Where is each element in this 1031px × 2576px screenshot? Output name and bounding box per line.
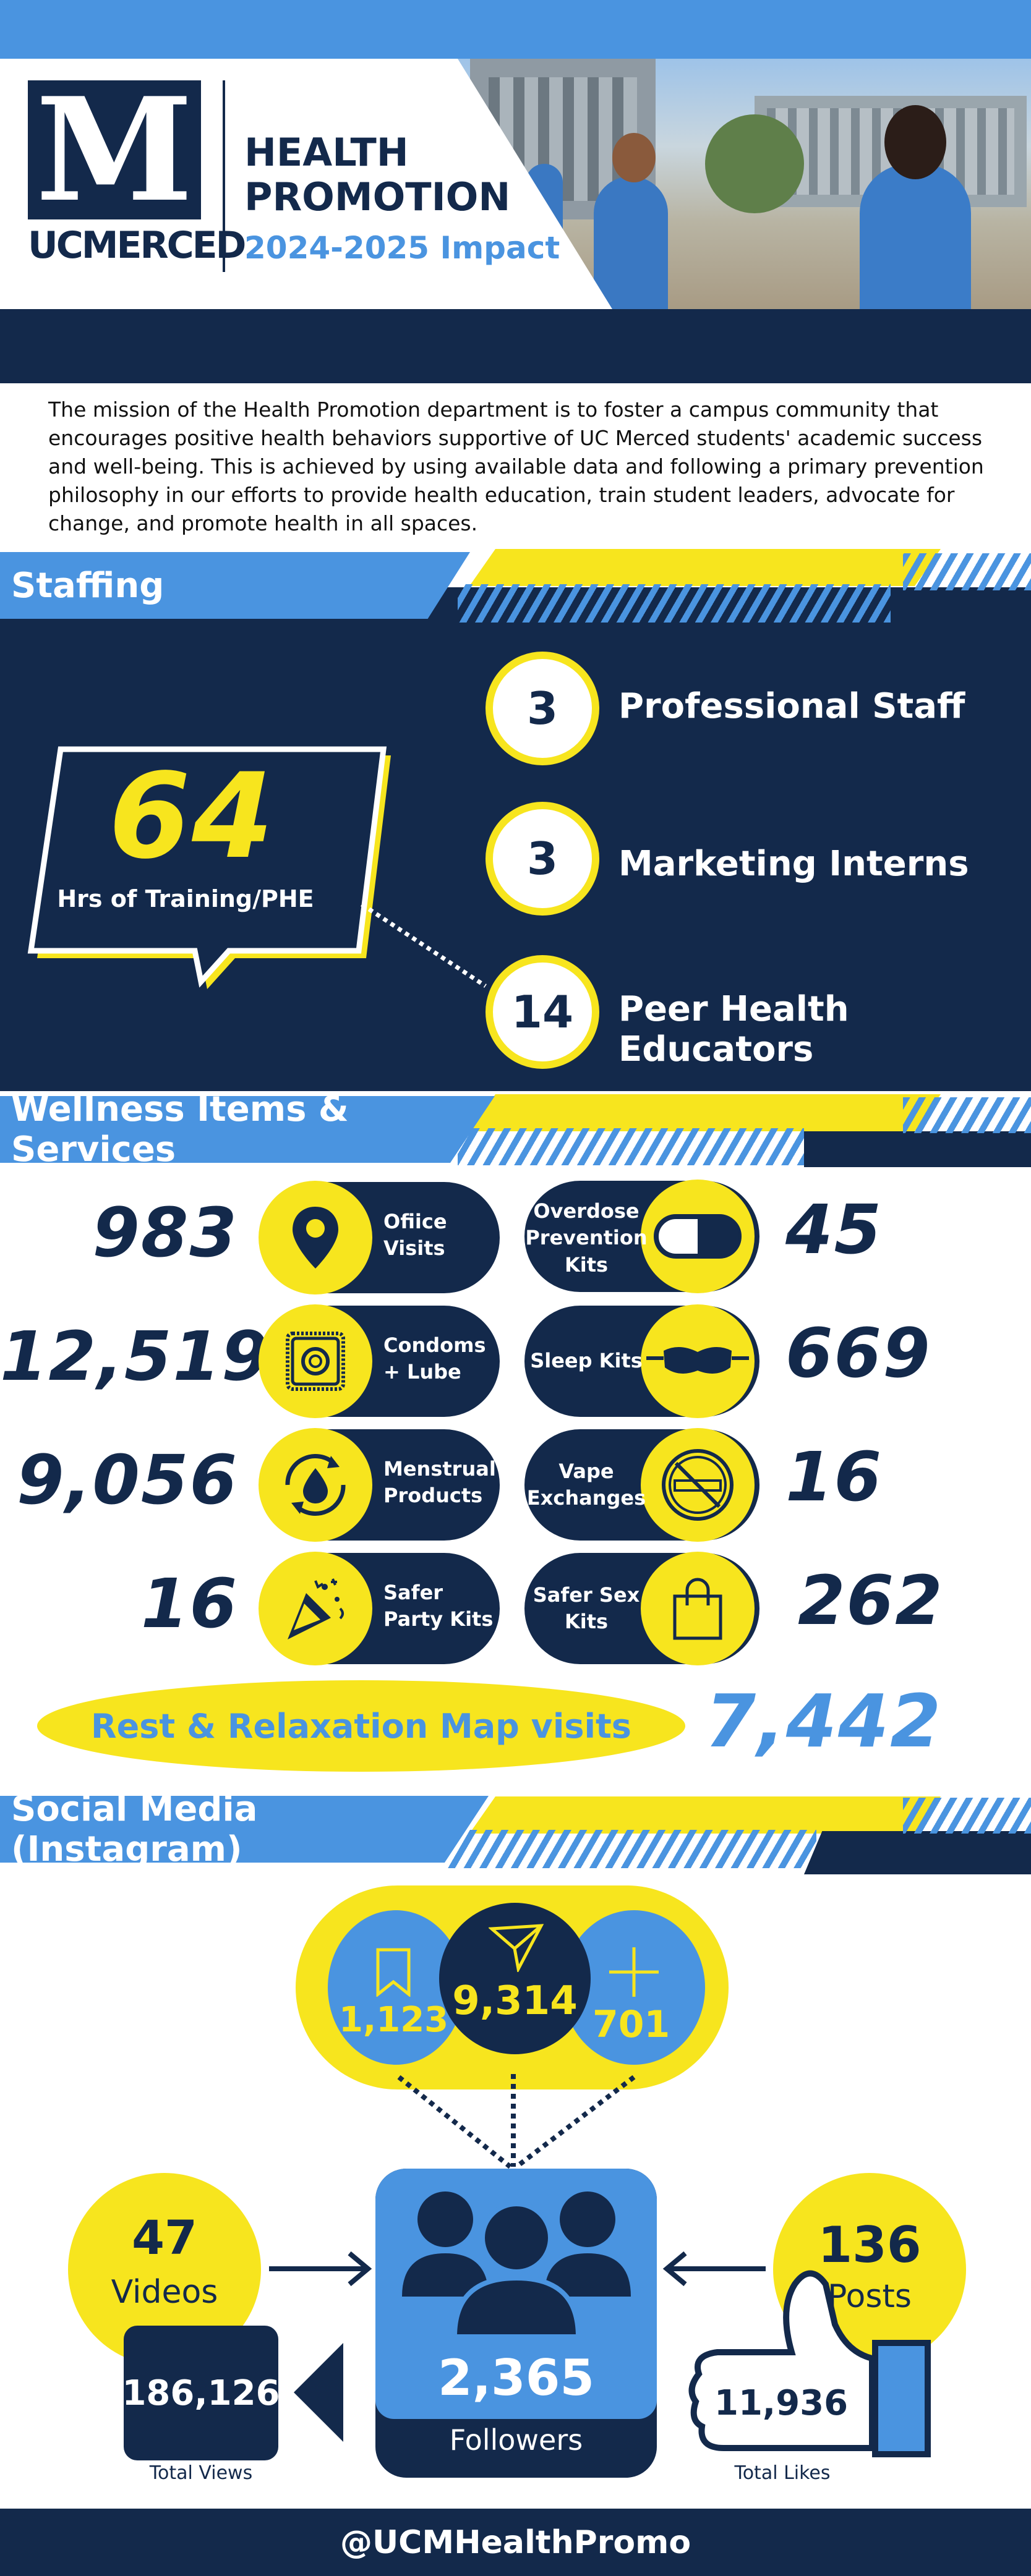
shares-count: 9,314 <box>452 1978 578 2024</box>
vape-value: 16 <box>785 1437 883 1516</box>
party-kits-label: Safer Party Kits <box>383 1581 494 1631</box>
wellness-navy-tab <box>804 1131 1031 1167</box>
social-title: Social Media (Instagram) <box>0 1796 489 1863</box>
staff-label: Professional Staff <box>618 686 965 726</box>
followers-label: Followers <box>449 2423 583 2457</box>
views-label: Total Views <box>149 2462 253 2484</box>
wellness-stripes-1 <box>458 1128 804 1165</box>
interns-count-circle: 3 <box>486 802 599 916</box>
wellness-yellow-bar <box>469 1094 941 1131</box>
social-navy-tab <box>804 1831 1031 1874</box>
likes-label: Total Likes <box>734 2462 831 2484</box>
views-count: 186,126 <box>122 2373 280 2413</box>
staffing-title: Staffing <box>0 552 470 619</box>
overdose-value: 45 <box>785 1190 883 1269</box>
logo-divider <box>223 80 225 272</box>
training-speech-box <box>27 746 391 989</box>
video-camera-icon <box>294 2343 343 2442</box>
pill-capsule-icon <box>641 1180 755 1293</box>
social-yellow-bar <box>469 1796 941 1834</box>
videos-label: Videos <box>111 2274 218 2311</box>
mission-text: The mission of the Health Promotion depa… <box>48 397 984 535</box>
footer-handle[interactable]: @UCMHealthPromo <box>340 2523 691 2561</box>
drop-icon <box>259 1428 372 1542</box>
bag-icon <box>641 1552 755 1665</box>
header-title-line2: PROMOTION <box>244 174 511 219</box>
plus-icon <box>609 1947 659 1997</box>
social-stripes-2 <box>903 1798 1031 1834</box>
posts-count: 136 <box>818 2216 922 2274</box>
condoms-label: Condoms + Lube <box>383 1333 486 1384</box>
people-icon <box>402 2191 631 2339</box>
office-visits-value: 983 <box>92 1193 238 1272</box>
training-hours: 64 <box>108 747 275 885</box>
views-box: 186,126 <box>122 2326 280 2460</box>
sleep-mask-icon <box>641 1304 755 1418</box>
map-pin-icon <box>259 1181 372 1294</box>
sleep-kits-value: 669 <box>785 1314 931 1393</box>
staffing-stripes-2 <box>903 553 1031 590</box>
arrow-left-icon <box>662 2251 766 2287</box>
no-vape-icon <box>641 1428 755 1542</box>
condom-icon <box>259 1304 372 1418</box>
followers-count: 2,365 <box>437 2349 595 2407</box>
condoms-value: 12,519 <box>0 1317 270 1396</box>
office-visits-label: Ofiice Visits <box>383 1210 447 1260</box>
phe-count-circle: 14 <box>486 955 599 1069</box>
bookmark-icon <box>376 1948 411 1997</box>
saves-count: 1,123 <box>339 2000 449 2040</box>
menstrual-label: Menstrual Products <box>383 1457 496 1508</box>
footer-bar: @UCMHealthPromo <box>0 2509 1031 2576</box>
training-connector <box>361 903 487 988</box>
header-subtitle: 2024-2025 Impact <box>244 230 560 266</box>
header-navy-band <box>0 309 1031 383</box>
party-kits-value: 16 <box>140 1564 238 1643</box>
ucmerced-logo: M UCMERCED <box>28 79 246 272</box>
top-accent-bar <box>0 0 1031 59</box>
phe-label: Peer Health Educators <box>618 989 849 1069</box>
staffing-yellow-bar <box>469 549 941 586</box>
menstrual-value: 9,056 <box>17 1440 238 1520</box>
social-stripes-1 <box>445 1830 816 1868</box>
party-popper-icon <box>259 1552 372 1665</box>
staff-count-circle: 3 <box>486 652 599 765</box>
safer-sex-value: 262 <box>798 1561 944 1640</box>
header-title-line1: HEALTH <box>244 130 409 175</box>
wellness-title: Wellness Items & Services <box>0 1096 495 1163</box>
send-icon <box>489 1924 544 1972</box>
interns-label: Marketing Interns <box>618 844 969 884</box>
vape-label: Vape Exchanges <box>526 1459 646 1510</box>
safer-sex-label: Safer Sex Kits <box>533 1583 640 1633</box>
logo-text: UCMERCED <box>28 224 246 267</box>
relax-ellipse: Rest & Relaxation Map visits <box>37 1680 685 1772</box>
relax-value: 7,442 <box>705 1678 943 1764</box>
posts-label: Posts <box>828 2278 912 2315</box>
wellness-stripes-2 <box>903 1097 1031 1133</box>
sleep-kits-label: Sleep Kits <box>530 1349 643 1373</box>
engagement-connectors <box>397 2074 636 2169</box>
overdose-label: Overdose Prevention Kits <box>525 1199 648 1277</box>
training-label: Hrs of Training/PHE <box>57 885 314 912</box>
follows-count: 701 <box>593 2003 670 2046</box>
header-photo <box>433 59 1031 309</box>
arrow-right-icon <box>269 2251 372 2287</box>
thumbs-up-icon <box>688 2270 931 2457</box>
likes-count: 11,936 <box>714 2383 849 2423</box>
relax-label: Rest & Relaxation Map visits <box>91 1706 631 1746</box>
logo-m-block: M <box>28 79 201 221</box>
videos-count: 47 <box>132 2210 197 2265</box>
staffing-stripes-1 <box>458 584 891 623</box>
